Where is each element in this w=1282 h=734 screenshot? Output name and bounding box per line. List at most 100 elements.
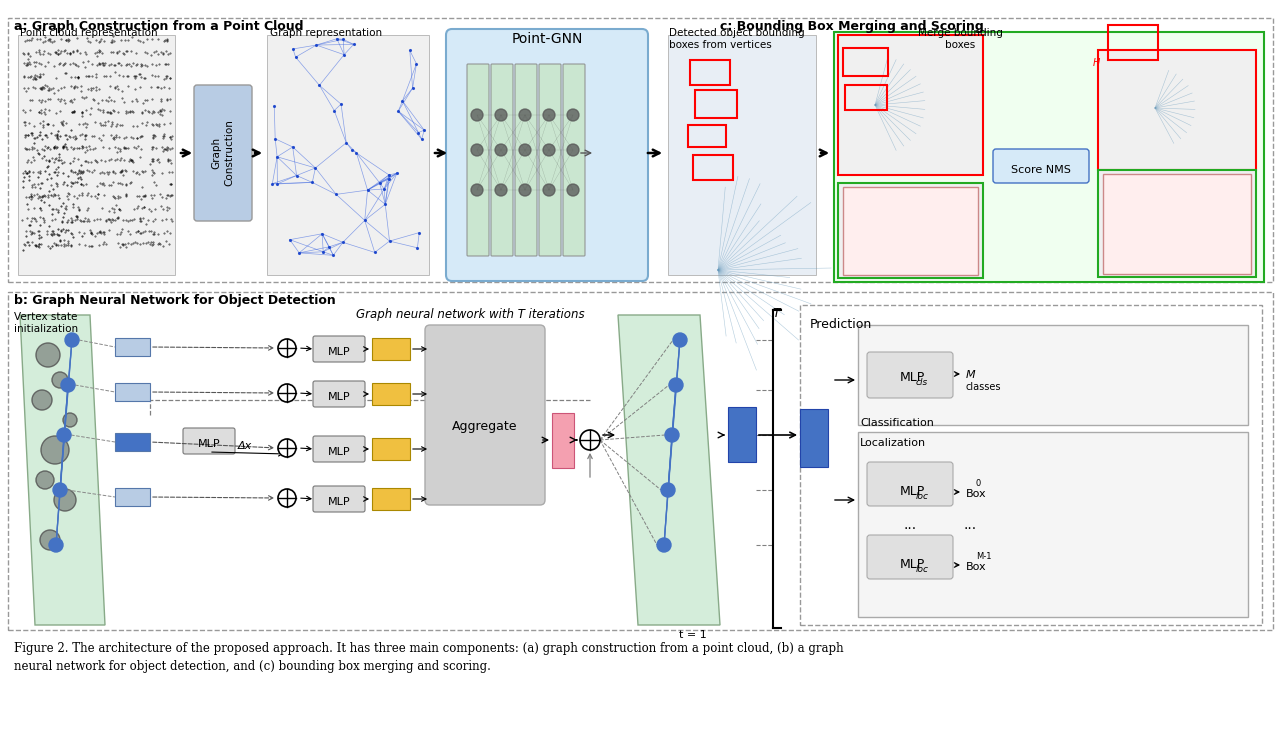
FancyBboxPatch shape bbox=[115, 383, 150, 401]
Text: ...: ... bbox=[964, 518, 977, 532]
Circle shape bbox=[49, 538, 63, 552]
Text: MLP: MLP bbox=[900, 558, 926, 571]
Polygon shape bbox=[21, 315, 105, 625]
FancyBboxPatch shape bbox=[18, 35, 176, 275]
Text: Box: Box bbox=[967, 562, 987, 572]
Circle shape bbox=[519, 109, 531, 121]
FancyBboxPatch shape bbox=[1097, 50, 1256, 170]
Bar bbox=[1108, 25, 1158, 60]
Text: MLP: MLP bbox=[328, 347, 350, 357]
Circle shape bbox=[278, 339, 296, 357]
Text: Graph neural network with T iterations: Graph neural network with T iterations bbox=[355, 308, 585, 321]
Text: loc: loc bbox=[917, 492, 929, 501]
Circle shape bbox=[278, 439, 296, 457]
Text: Figure 2. The architecture of the proposed approach. It has three main component: Figure 2. The architecture of the propos… bbox=[14, 642, 844, 655]
FancyBboxPatch shape bbox=[835, 32, 1264, 282]
FancyBboxPatch shape bbox=[267, 35, 429, 275]
FancyBboxPatch shape bbox=[858, 432, 1247, 617]
Circle shape bbox=[470, 144, 483, 156]
Circle shape bbox=[278, 489, 296, 507]
FancyBboxPatch shape bbox=[668, 35, 817, 275]
Bar bbox=[844, 187, 978, 275]
Circle shape bbox=[544, 144, 555, 156]
Text: MLP: MLP bbox=[328, 497, 350, 507]
FancyBboxPatch shape bbox=[515, 64, 537, 256]
FancyBboxPatch shape bbox=[1097, 170, 1256, 277]
FancyBboxPatch shape bbox=[800, 305, 1261, 625]
Text: M-1: M-1 bbox=[976, 552, 991, 561]
FancyBboxPatch shape bbox=[313, 436, 365, 462]
FancyBboxPatch shape bbox=[115, 433, 150, 451]
FancyBboxPatch shape bbox=[867, 535, 953, 579]
Bar bbox=[844, 48, 888, 76]
Text: Graph
Construction: Graph Construction bbox=[212, 120, 235, 186]
FancyBboxPatch shape bbox=[313, 336, 365, 362]
FancyBboxPatch shape bbox=[372, 338, 410, 360]
Circle shape bbox=[665, 428, 679, 442]
FancyBboxPatch shape bbox=[491, 64, 513, 256]
FancyBboxPatch shape bbox=[867, 462, 953, 506]
Circle shape bbox=[53, 483, 67, 497]
FancyBboxPatch shape bbox=[838, 35, 983, 175]
Bar bbox=[688, 125, 726, 147]
Bar bbox=[1103, 174, 1251, 274]
FancyBboxPatch shape bbox=[313, 381, 365, 407]
Circle shape bbox=[656, 538, 670, 552]
Circle shape bbox=[278, 384, 296, 402]
FancyBboxPatch shape bbox=[313, 486, 365, 512]
FancyBboxPatch shape bbox=[553, 413, 574, 468]
Circle shape bbox=[519, 144, 531, 156]
Circle shape bbox=[567, 184, 579, 196]
Circle shape bbox=[56, 428, 71, 442]
Text: neural network for object detection, and (c) bounding box merging and scoring.: neural network for object detection, and… bbox=[14, 660, 491, 673]
Text: Vertex state
initialization: Vertex state initialization bbox=[14, 312, 78, 335]
Text: Point-GNN: Point-GNN bbox=[512, 32, 583, 46]
Circle shape bbox=[519, 184, 531, 196]
FancyBboxPatch shape bbox=[426, 325, 545, 505]
Circle shape bbox=[53, 372, 68, 388]
Circle shape bbox=[669, 378, 683, 392]
Circle shape bbox=[579, 430, 600, 450]
Circle shape bbox=[54, 489, 76, 511]
Text: Detected object bounding
boxes from vertices: Detected object bounding boxes from vert… bbox=[669, 28, 805, 51]
Circle shape bbox=[65, 333, 79, 347]
Text: Prediction: Prediction bbox=[810, 318, 872, 331]
Bar bbox=[695, 90, 737, 118]
FancyBboxPatch shape bbox=[372, 383, 410, 405]
Circle shape bbox=[495, 109, 506, 121]
Circle shape bbox=[567, 109, 579, 121]
Text: Score NMS: Score NMS bbox=[1011, 165, 1070, 175]
Text: MLP: MLP bbox=[900, 371, 926, 384]
Text: classes: classes bbox=[967, 382, 1001, 392]
Text: b: Graph Neural Network for Object Detection: b: Graph Neural Network for Object Detec… bbox=[14, 294, 336, 307]
FancyBboxPatch shape bbox=[538, 64, 562, 256]
FancyBboxPatch shape bbox=[467, 64, 488, 256]
Text: H: H bbox=[1094, 58, 1100, 68]
FancyBboxPatch shape bbox=[800, 409, 828, 467]
Text: MLP: MLP bbox=[328, 392, 350, 402]
Circle shape bbox=[40, 530, 60, 550]
Text: Aggregate: Aggregate bbox=[453, 420, 518, 433]
FancyBboxPatch shape bbox=[446, 29, 647, 281]
FancyBboxPatch shape bbox=[8, 292, 1273, 630]
FancyBboxPatch shape bbox=[563, 64, 585, 256]
Text: M: M bbox=[967, 370, 976, 380]
Circle shape bbox=[36, 343, 60, 367]
FancyBboxPatch shape bbox=[115, 338, 150, 356]
FancyBboxPatch shape bbox=[115, 488, 150, 506]
Circle shape bbox=[567, 144, 579, 156]
Circle shape bbox=[470, 184, 483, 196]
Circle shape bbox=[41, 436, 69, 464]
Text: t = 1: t = 1 bbox=[679, 630, 706, 640]
FancyBboxPatch shape bbox=[838, 183, 983, 278]
FancyBboxPatch shape bbox=[867, 352, 953, 398]
FancyBboxPatch shape bbox=[728, 407, 756, 462]
Circle shape bbox=[62, 378, 76, 392]
Circle shape bbox=[63, 413, 77, 427]
Text: MLP: MLP bbox=[328, 447, 350, 457]
Circle shape bbox=[673, 333, 687, 347]
Circle shape bbox=[544, 184, 555, 196]
Circle shape bbox=[495, 144, 506, 156]
Text: Merge bounding
boxes: Merge bounding boxes bbox=[918, 28, 1003, 51]
FancyBboxPatch shape bbox=[994, 149, 1088, 183]
